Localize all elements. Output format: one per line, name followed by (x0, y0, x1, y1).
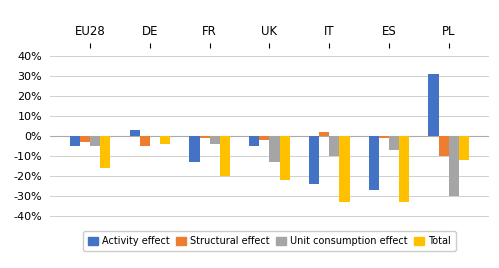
Bar (279, 136, 290, 180)
Bar (130, 130, 140, 136)
Bar (339, 136, 349, 202)
Bar (269, 136, 279, 162)
Bar (379, 136, 389, 138)
Bar (90, 136, 100, 146)
Bar (429, 74, 439, 136)
Bar (329, 136, 339, 156)
Bar (399, 136, 409, 202)
Bar (389, 136, 399, 150)
Bar (220, 136, 230, 176)
Bar (100, 136, 110, 168)
Bar (249, 136, 259, 146)
Bar (70, 136, 80, 146)
Bar (449, 136, 459, 196)
Bar (259, 136, 269, 140)
Bar (140, 136, 150, 146)
Bar (319, 132, 329, 136)
Bar (459, 136, 469, 160)
Bar (439, 136, 449, 156)
Legend: Activity effect, Structural effect, Unit consumption effect, Total: Activity effect, Structural effect, Unit… (83, 232, 456, 251)
Bar (210, 136, 220, 144)
Bar (200, 136, 210, 138)
Bar (80, 136, 90, 142)
Bar (309, 136, 319, 184)
Bar (190, 136, 200, 162)
Bar (160, 136, 170, 144)
Bar (369, 136, 379, 190)
